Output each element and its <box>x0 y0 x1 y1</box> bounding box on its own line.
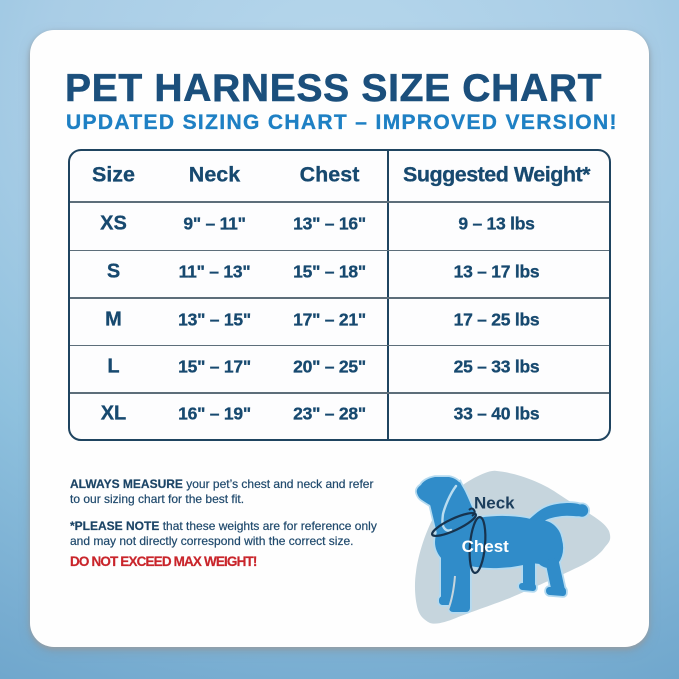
svg-text:Chest: Chest <box>462 537 510 556</box>
svg-text:Neck: Neck <box>474 494 515 513</box>
